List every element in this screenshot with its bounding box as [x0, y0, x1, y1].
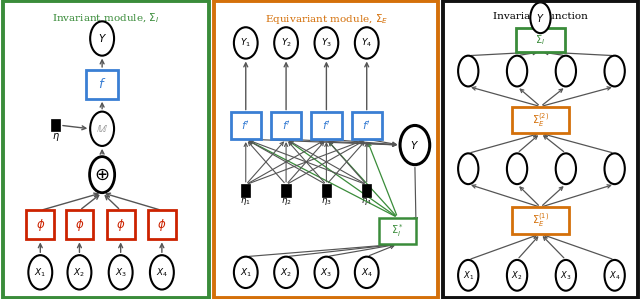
Circle shape — [531, 2, 550, 33]
Circle shape — [109, 255, 132, 289]
Text: $\Sigma_I^*$: $\Sigma_I^*$ — [391, 222, 404, 239]
Text: $X_{1}$: $X_{1}$ — [463, 269, 474, 282]
Bar — [271, 112, 301, 139]
Circle shape — [458, 153, 479, 184]
Text: $\eta_{3}$: $\eta_{3}$ — [321, 196, 332, 208]
Circle shape — [458, 56, 479, 86]
Text: $X_{1}$: $X_{1}$ — [35, 266, 46, 279]
Bar — [516, 28, 565, 52]
Text: $X_{1}$: $X_{1}$ — [240, 266, 252, 279]
Text: $X_{4}$: $X_{4}$ — [156, 266, 168, 279]
Text: Invariant function: Invariant function — [493, 12, 588, 21]
Text: $\Sigma_I$: $\Sigma_I$ — [536, 33, 545, 47]
Text: $\mathbb{M}$: $\mathbb{M}$ — [96, 123, 108, 134]
Circle shape — [556, 153, 576, 184]
Text: $X_{3}$: $X_{3}$ — [560, 269, 572, 282]
Circle shape — [274, 257, 298, 288]
Text: $X_{4}$: $X_{4}$ — [609, 269, 620, 282]
Bar — [512, 106, 569, 133]
Text: $Y_{2}$: $Y_{2}$ — [280, 37, 292, 49]
Circle shape — [355, 257, 379, 288]
Text: $X_{2}$: $X_{2}$ — [511, 269, 523, 282]
Circle shape — [234, 27, 258, 59]
Bar — [51, 119, 60, 132]
Bar — [512, 207, 569, 234]
Bar — [86, 70, 118, 99]
Bar — [379, 218, 416, 244]
Text: $Y$: $Y$ — [536, 12, 545, 24]
Bar — [362, 184, 371, 197]
Text: $\Sigma_E^{(1)}$: $\Sigma_E^{(1)}$ — [532, 212, 549, 229]
Text: $Y_{1}$: $Y_{1}$ — [240, 37, 252, 49]
Circle shape — [67, 255, 92, 289]
Text: Equivariant module, $\Sigma_E$: Equivariant module, $\Sigma_E$ — [264, 12, 388, 25]
Circle shape — [90, 157, 115, 193]
Circle shape — [458, 260, 479, 291]
Bar — [282, 184, 291, 197]
Circle shape — [234, 257, 258, 288]
Text: $f'$: $f'$ — [322, 119, 331, 132]
Text: $\eta_{2}$: $\eta_{2}$ — [281, 196, 291, 208]
Circle shape — [605, 260, 625, 291]
Circle shape — [556, 260, 576, 291]
Circle shape — [90, 21, 114, 56]
Text: $f'$: $f'$ — [362, 119, 371, 132]
Text: $f'$: $f'$ — [282, 119, 291, 132]
Text: $Y$: $Y$ — [98, 33, 107, 45]
Text: $Y_{4}$: $Y_{4}$ — [361, 37, 372, 49]
Bar — [322, 184, 331, 197]
Text: $\Sigma_E^{(2)}$: $\Sigma_E^{(2)}$ — [532, 111, 549, 129]
Text: $X_{4}$: $X_{4}$ — [360, 266, 373, 279]
Bar — [107, 210, 134, 239]
Text: $\eta_{4}$: $\eta_{4}$ — [361, 196, 372, 208]
Circle shape — [314, 27, 339, 59]
Circle shape — [400, 126, 429, 165]
Bar — [311, 112, 342, 139]
Text: $\eta_{1}$: $\eta_{1}$ — [241, 196, 251, 208]
Circle shape — [507, 56, 527, 86]
Circle shape — [355, 27, 379, 59]
Text: $X_{3}$: $X_{3}$ — [115, 266, 127, 279]
Text: $X_{2}$: $X_{2}$ — [280, 266, 292, 279]
Text: $\oplus$: $\oplus$ — [94, 166, 110, 184]
Circle shape — [314, 257, 339, 288]
Text: $\phi$: $\phi$ — [36, 217, 45, 233]
Text: $\eta$: $\eta$ — [52, 131, 60, 143]
Circle shape — [90, 112, 114, 146]
Circle shape — [28, 255, 52, 289]
Circle shape — [556, 56, 576, 86]
Text: $\phi$: $\phi$ — [75, 217, 84, 233]
Text: $f$: $f$ — [98, 77, 106, 91]
Text: $Y_{3}$: $Y_{3}$ — [321, 37, 332, 49]
Circle shape — [274, 27, 298, 59]
Text: $X_{3}$: $X_{3}$ — [321, 266, 332, 279]
Text: $\phi$: $\phi$ — [157, 217, 166, 233]
Text: $\phi$: $\phi$ — [116, 217, 125, 233]
Bar — [241, 184, 250, 197]
Circle shape — [605, 153, 625, 184]
Circle shape — [150, 255, 174, 289]
Text: $Y$: $Y$ — [410, 139, 419, 151]
Text: $X_{2}$: $X_{2}$ — [74, 266, 85, 279]
Text: $f'$: $f'$ — [241, 119, 250, 132]
Bar — [26, 210, 54, 239]
Bar — [148, 210, 176, 239]
Bar — [351, 112, 382, 139]
Circle shape — [605, 56, 625, 86]
Bar — [230, 112, 261, 139]
Text: Invariant module, $\Sigma_I$: Invariant module, $\Sigma_I$ — [52, 12, 160, 25]
Circle shape — [507, 153, 527, 184]
Bar — [65, 210, 93, 239]
Circle shape — [507, 260, 527, 291]
